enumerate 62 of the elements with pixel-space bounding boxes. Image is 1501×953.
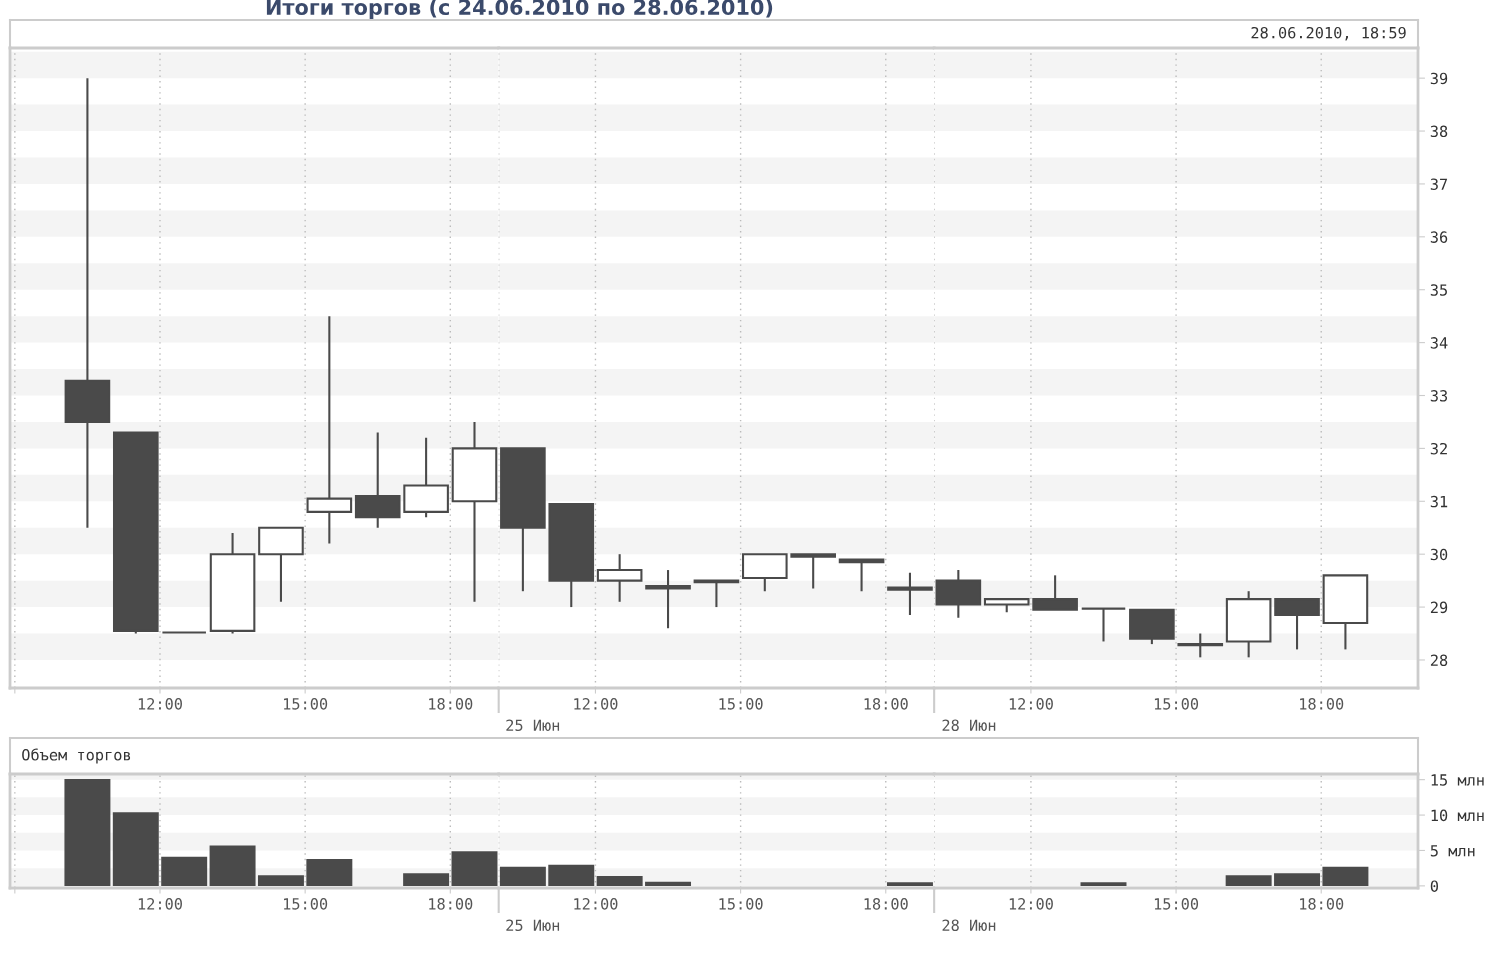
x-tick-label: 12:00 — [138, 698, 182, 710]
bar — [112, 812, 159, 886]
y-tick-label: 10 млн — [1431, 809, 1484, 822]
x-tick-label: 18:00 — [429, 698, 473, 710]
y-tick-label: 35 — [1430, 284, 1447, 296]
x-tick-label: 15:00 — [1154, 698, 1199, 710]
chart-title: Объем торгов — [22, 748, 131, 764]
bar — [209, 845, 256, 886]
x-tick-label: 18:00 — [864, 698, 908, 710]
x-tick-label: 15:00 — [1154, 898, 1199, 910]
y-tick-label: 29 — [1430, 601, 1448, 614]
x-tick-label: 12:00 — [1009, 898, 1053, 910]
y-tick-label: 32 — [1430, 442, 1447, 455]
x-tick-label: 18:00 — [864, 898, 908, 910]
y-tick-label: 37 — [1430, 178, 1448, 190]
bar — [1322, 866, 1369, 886]
bar — [886, 882, 933, 886]
bar — [1274, 873, 1321, 886]
candlestick — [1177, 632, 1224, 659]
x-axis-title: 28 Июн — [942, 719, 996, 732]
x-tick-label: 12:00 — [574, 698, 618, 710]
candlestick — [838, 558, 885, 593]
candlestick — [1080, 607, 1127, 643]
bar — [1080, 882, 1127, 886]
text: 28.06.2010, 18:59 — [1251, 26, 1406, 41]
y-tick-label: 31 — [1430, 495, 1448, 508]
y-tick-label: 33 — [1430, 390, 1448, 402]
x-axis-title: 25 Июн — [506, 919, 560, 932]
y-tick-label: 5 млн — [1430, 845, 1475, 857]
x-tick-label: 12:00 — [574, 898, 618, 910]
bar — [306, 858, 353, 886]
y-tick-label: 30 — [1430, 548, 1448, 561]
x-tick-label: 18:00 — [1300, 698, 1344, 710]
x-axis-title: 25 Июн — [506, 719, 560, 732]
bar — [64, 778, 111, 886]
y-tick-label: 39 — [1430, 72, 1448, 85]
x-tick-label: 15:00 — [719, 898, 763, 910]
candlestick — [790, 553, 836, 590]
bar — [1225, 875, 1272, 886]
y-tick-label: 36 — [1430, 231, 1448, 243]
x-tick-label: 12:00 — [1009, 698, 1053, 710]
x-tick-label: 12:00 — [138, 898, 182, 910]
x-tick-label: 18:00 — [429, 898, 473, 910]
x-tick-label: 18:00 — [1300, 898, 1344, 910]
x-tick-label: 15:00 — [719, 698, 763, 710]
x-tick-label: 15:00 — [283, 698, 328, 710]
bar — [257, 875, 304, 886]
y-tick-label: 0 — [1430, 880, 1439, 892]
y-tick-label: 15 млн — [1431, 774, 1484, 786]
bar — [548, 864, 595, 886]
bar — [161, 856, 208, 886]
x-tick-label: 15:00 — [283, 898, 328, 910]
bar — [403, 873, 450, 886]
candlestick — [887, 571, 933, 617]
y-tick-label: 38 — [1430, 125, 1448, 138]
candlestick — [64, 77, 111, 529]
y-tick-label: 34 — [1430, 337, 1448, 349]
x-axis-title: 28 Июн — [942, 919, 996, 932]
y-tick-label: 28 — [1430, 654, 1448, 667]
bar — [645, 881, 692, 886]
bar — [596, 875, 643, 886]
candlestick — [645, 569, 691, 630]
